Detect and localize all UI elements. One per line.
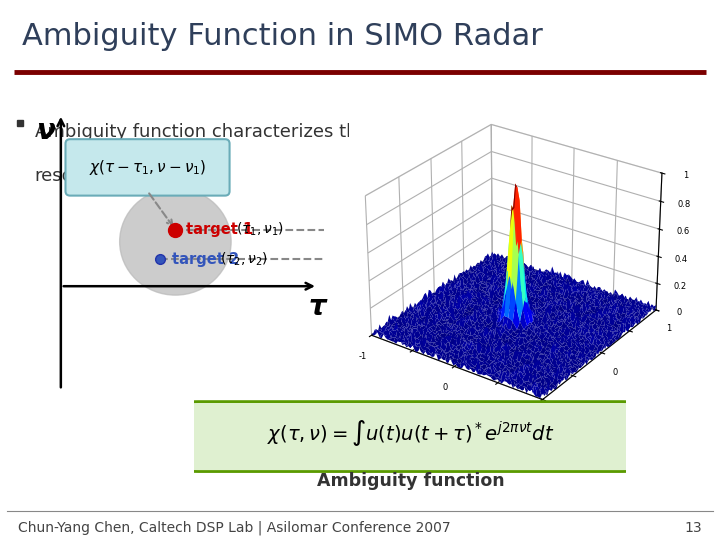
Text: target 1: target 1 [186,222,258,237]
Text: target 2: target 2 [172,252,245,267]
Text: $(\tau_1,\nu_1)$: $(\tau_1,\nu_1)$ [235,221,284,239]
Text: Doppler: Doppler [374,123,454,141]
Text: 13: 13 [685,521,702,535]
Text: $\chi(\tau-\tau_1,\nu-\nu_1)$: $\chi(\tau-\tau_1,\nu-\nu_1)$ [89,158,206,177]
Text: Ambiguity function characterizes the: Ambiguity function characterizes the [35,123,374,141]
Text: Ambiguity Function in SIMO Radar: Ambiguity Function in SIMO Radar [22,22,542,51]
FancyBboxPatch shape [66,139,230,195]
Circle shape [120,188,231,295]
Text: and: and [454,123,500,141]
Text: resolution.: resolution. [35,167,130,185]
Text: $\chi(\tau,\nu) = \int u(t)u(t+\tau)^* e^{j2\pi\nu t} dt$: $\chi(\tau,\nu) = \int u(t)u(t+\tau)^* e… [266,417,554,448]
Text: $(\tau_2,\nu_2)$: $(\tau_2,\nu_2)$ [220,251,269,268]
FancyBboxPatch shape [181,402,639,471]
Text: ν: ν [36,117,55,145]
Text: Chun-Yang Chen, Caltech DSP Lab | Asilomar Conference 2007: Chun-Yang Chen, Caltech DSP Lab | Asilom… [18,521,451,535]
Text: Ambiguity function: Ambiguity function [317,471,504,489]
Text: range: range [500,123,558,141]
Text: τ: τ [309,293,326,321]
